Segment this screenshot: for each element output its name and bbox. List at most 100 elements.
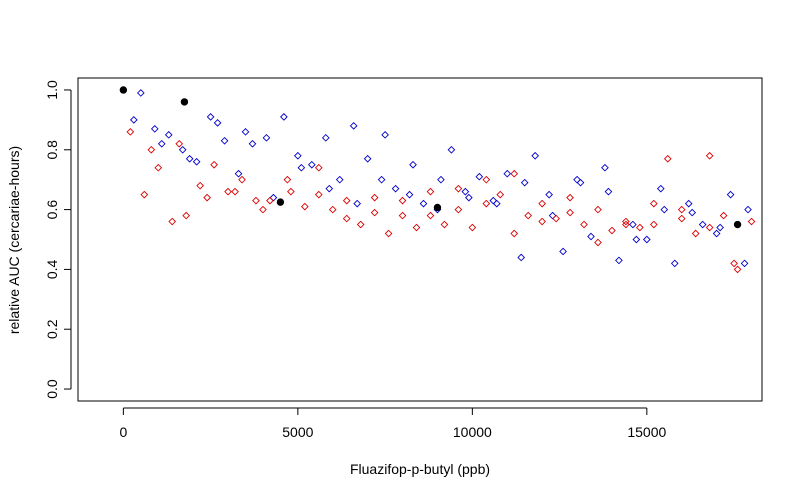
- x-tick-label: 10000: [453, 424, 492, 440]
- blue-point: [307, 160, 316, 169]
- red-point: [705, 223, 714, 232]
- red-point: [663, 154, 672, 163]
- blue-point: [349, 122, 358, 130]
- blue-point: [492, 199, 501, 208]
- red-point: [266, 196, 274, 205]
- blue-point: [576, 178, 585, 187]
- red-point: [649, 199, 658, 208]
- red-point: [426, 211, 435, 220]
- blue-point: [684, 199, 693, 208]
- blue-point: [465, 193, 473, 202]
- red-point: [733, 265, 742, 274]
- red-point: [356, 220, 365, 229]
- red-point: [384, 229, 393, 238]
- blue-point: [489, 196, 498, 205]
- blue-point: [716, 223, 724, 232]
- blue-point: [520, 178, 529, 187]
- blue-point: [437, 175, 445, 184]
- red-point: [140, 190, 149, 199]
- red-point: [538, 217, 546, 226]
- blue-point: [503, 169, 512, 178]
- blue-point: [280, 113, 288, 121]
- observed-point: [180, 98, 189, 106]
- red-point: [370, 193, 379, 202]
- red-point: [496, 190, 505, 199]
- blue-point: [157, 139, 166, 148]
- blue-point: [559, 247, 567, 256]
- blue-point: [601, 163, 609, 172]
- red-point: [482, 175, 491, 184]
- red-point: [691, 229, 700, 238]
- y-tick-label: 0.2: [44, 319, 60, 339]
- red-point: [524, 211, 533, 220]
- blue-point: [130, 116, 138, 124]
- blue-point: [241, 127, 250, 136]
- blue-point: [604, 187, 613, 196]
- blue-point: [744, 205, 752, 214]
- red-point: [224, 187, 232, 196]
- y-axis-label: relative AUC (cercariae-hours): [6, 146, 22, 334]
- x-tick-label: 15000: [627, 424, 666, 440]
- blue-point: [234, 169, 243, 178]
- blue-point: [164, 130, 173, 139]
- axes: 0 5000 10000 15000 0.0 0.2 0.4 0.6 0.8 1.0: [44, 80, 667, 440]
- blue-point: [447, 145, 456, 154]
- red-point: [342, 196, 351, 205]
- red-point: [287, 187, 295, 196]
- y-tick-label: 0.6: [44, 200, 60, 220]
- blue-point: [381, 130, 389, 139]
- blue-point: [150, 125, 159, 133]
- blue-point: [461, 187, 470, 196]
- red-point: [622, 217, 630, 226]
- blue-point: [726, 190, 735, 199]
- red-point: [622, 220, 630, 229]
- red-point: [426, 187, 435, 196]
- blue-point: [325, 184, 334, 193]
- red-point: [210, 160, 218, 169]
- blue-point: [294, 151, 302, 160]
- red-point: [649, 220, 658, 229]
- red-point: [580, 220, 588, 229]
- red-point: [314, 190, 323, 199]
- red-point: [283, 175, 292, 184]
- red-point: [594, 205, 602, 214]
- red-point: [594, 238, 602, 247]
- red-point: [677, 205, 686, 214]
- blue-point: [409, 160, 417, 169]
- blue-point: [136, 89, 145, 97]
- red-point: [440, 220, 449, 229]
- blue-point: [185, 154, 194, 163]
- blue-point: [321, 133, 330, 142]
- blue-point: [220, 136, 229, 145]
- red-point: [468, 223, 477, 232]
- blue-point: [475, 172, 484, 181]
- blue-point: [656, 184, 665, 193]
- red-point: [203, 193, 211, 202]
- blue-point: [178, 145, 187, 154]
- red-point: [454, 184, 463, 193]
- x-axis-label: Fluazifop-p-butyl (ppb): [350, 461, 490, 477]
- red-point: [182, 211, 191, 220]
- red-point: [510, 229, 519, 238]
- red-point: [538, 199, 546, 208]
- blue-point: [573, 175, 581, 184]
- y-tick-label: 0.0: [44, 379, 60, 399]
- red-point: [454, 205, 463, 214]
- blue-point: [213, 119, 222, 127]
- blue-point: [262, 133, 271, 142]
- red-point: [677, 214, 686, 223]
- blue-point: [517, 253, 526, 262]
- blue-point: [615, 256, 623, 265]
- blue-point: [297, 163, 306, 172]
- blue-point: [405, 190, 414, 199]
- red-point: [126, 127, 135, 136]
- red-point: [566, 193, 574, 202]
- red-point: [730, 259, 738, 268]
- data-points: [119, 86, 756, 274]
- blue-point: [629, 220, 637, 229]
- blue-point: [248, 139, 257, 148]
- red-point: [482, 199, 491, 208]
- observed-point: [119, 86, 128, 94]
- y-tick-label: 1.0: [44, 80, 60, 100]
